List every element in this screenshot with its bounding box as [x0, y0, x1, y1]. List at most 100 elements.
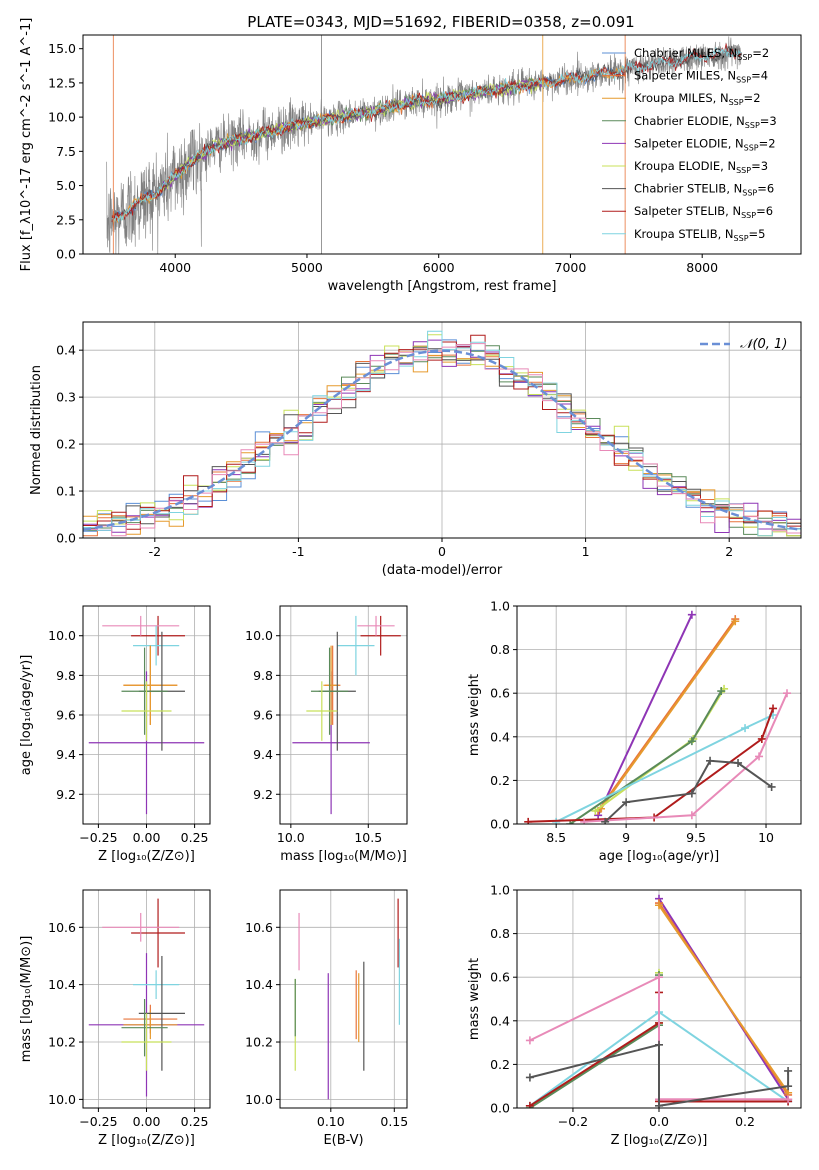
- y-tick-label: 9.4: [56, 747, 76, 762]
- x-axis-label: E(B-V): [323, 1133, 363, 1148]
- legend-entry: Salpeter MILES, NSSP=4: [634, 69, 768, 85]
- x-tick-label: 0.2: [735, 1114, 755, 1129]
- weight-line-7: [529, 975, 789, 1101]
- x-tick-label: -2: [149, 544, 161, 559]
- x-axis-label: Z [log₁₀(Z/Z⊙)]: [98, 1133, 195, 1148]
- y-tick-label: 10.6: [48, 920, 76, 935]
- weight-marker: [525, 1036, 534, 1045]
- axes-frame: [516, 605, 802, 825]
- weight-line-7: [584, 692, 788, 823]
- grid: [280, 606, 407, 824]
- weight-line-2: [658, 904, 789, 1094]
- x-tick-label: −0.25: [79, 1114, 117, 1129]
- x-tick-label: 0.10: [317, 1114, 345, 1129]
- weight-line-0: [597, 614, 693, 816]
- plot-area: [106, 35, 742, 254]
- y-axis-label: mass weight: [467, 674, 482, 756]
- weight-marker: [687, 737, 696, 746]
- weight-line-8: [604, 759, 773, 823]
- y-tick-label: 0.0: [490, 1101, 510, 1116]
- y-tick-label: 9.8: [253, 668, 273, 683]
- y-tick-label: 9.8: [56, 668, 76, 683]
- x-tick-label: 0: [438, 544, 446, 559]
- x-tick-label: 9.5: [686, 830, 706, 845]
- x-tick-label: 0.00: [133, 1114, 161, 1129]
- weight-marker: [655, 1040, 663, 1049]
- chart-weight-vs-Z: −0.2 0.0 0.2 0.0 0.2 0.4 0.6 0.8 1.0 Z [log₁₀(Z/Z…: [467, 883, 802, 1148]
- y-tick-label: 10.0: [48, 1092, 76, 1107]
- chart-mass-vs-Z: −0.25 0.00 0.25 10.0 10.2 10.4 10.6 Z [log₁₀(Z/…: [19, 889, 211, 1148]
- chart-mass-vs-EBV: 0.10 0.15 10.0 10.2 10.4 10.6 E(B-V): [245, 889, 408, 1148]
- weight-marker: [622, 798, 631, 807]
- x-tick-label: 10.0: [277, 830, 305, 845]
- y-tick-label: 0.6: [490, 970, 510, 985]
- axes-frame: [82, 321, 802, 539]
- weight-marker: [784, 1066, 793, 1075]
- x-tick-label: −0.2: [558, 1114, 588, 1129]
- weight-line-6: [529, 992, 789, 1107]
- x-axis-label: mass [log₁₀(M/M⊙)]: [280, 849, 407, 864]
- histogram-8: [83, 330, 801, 537]
- weight-marker: [755, 752, 764, 761]
- weight-marker: [769, 704, 778, 713]
- chart-weight-vs-age: 8.5 9 9.5 10 0.0 0.2 0.4 0.6 0.8 1.0 age [log₁₀(ag…: [467, 599, 802, 864]
- x-tick-label: 9: [622, 830, 630, 845]
- weight-line-6: [528, 708, 774, 823]
- weight-marker: [525, 1101, 534, 1108]
- y-axis-label: Flux [f_λ10^-17 erg cm^-2 s^-1 A^-1]: [19, 18, 34, 272]
- x-tick-label: 5000: [291, 260, 323, 275]
- weight-line-3: [529, 972, 660, 1108]
- x-axis-label: (data-model)/error: [382, 563, 503, 578]
- weight-marker: [784, 1082, 793, 1091]
- x-tick-label: 6000: [423, 260, 455, 275]
- x-axis-label: age [log₁₀(age/yr)]: [599, 849, 720, 864]
- y-tick-label: 9.6: [56, 708, 76, 723]
- x-tick-label: 10.5: [354, 830, 382, 845]
- y-tick-label: 9.6: [253, 708, 273, 723]
- plot-area: [88, 615, 205, 815]
- y-tick-label: 10.0: [245, 1092, 273, 1107]
- axes-frame: [279, 605, 408, 825]
- legend-entry: Kroupa STELIB, NSSP=5: [634, 227, 766, 243]
- x-tick-label: 0.0: [649, 1114, 669, 1129]
- x-tick-label: 2: [725, 544, 733, 559]
- model-salpeter-stelib: [111, 43, 742, 223]
- axes-frame: [279, 889, 408, 1109]
- y-tick-label: 5.0: [56, 178, 76, 193]
- y-tick-label: 0.0: [490, 817, 510, 832]
- chart-age-vs-Z: −0.25 0.00 0.25 9.2 9.4 9.6 9.8 10.0 Z [log₁₀(Z/…: [19, 605, 211, 864]
- plot-area: [294, 898, 400, 1100]
- weight-marker: [655, 973, 663, 982]
- y-tick-label: 10.2: [245, 1035, 273, 1050]
- y-tick-label: 1.0: [490, 599, 510, 614]
- histogram-9: [83, 343, 801, 537]
- observed-spectrum: [106, 36, 742, 254]
- weight-marker: [757, 734, 766, 743]
- axes-frame: [82, 605, 211, 825]
- y-tick-label: 0.6: [490, 686, 510, 701]
- x-tick-label: 0.25: [181, 830, 209, 845]
- x-tick-label: 8.5: [546, 830, 566, 845]
- grid: [517, 605, 801, 825]
- y-tick-label: 0.1: [56, 484, 76, 499]
- y-tick-label: 0.3: [56, 390, 76, 405]
- weight-marker: [706, 756, 715, 765]
- weight-marker: [525, 1073, 534, 1082]
- x-tick-label: 1: [582, 544, 590, 559]
- y-tick-label: 15.0: [48, 41, 76, 56]
- x-tick-label: 0.25: [181, 1114, 209, 1129]
- y-tick-label: 10.4: [245, 977, 273, 992]
- gaussian-curve: [83, 349, 801, 532]
- y-tick-label: 0.0: [56, 531, 76, 546]
- legend-entry: Kroupa ELODIE, NSSP=3: [634, 159, 768, 175]
- y-tick-label: 12.5: [48, 75, 76, 90]
- chart-residuals: -2 -1 0 1 2 0.0 0.1 0.2 0.3 0.4 (data-model)/error…: [29, 321, 802, 578]
- weight-marker: [524, 817, 533, 824]
- weight-marker: [731, 617, 740, 626]
- y-axis-label: mass weight: [467, 958, 482, 1040]
- weight-marker: [655, 1101, 663, 1108]
- legend-entry: Salpeter STELIB, NSSP=6: [634, 204, 773, 220]
- chart-age-vs-mass: 10.0 10.5 9.2 9.4 9.6 9.8 10.0 mass [log₁₀(M/M⊙…: [245, 605, 408, 864]
- model-chabrier-miles: [111, 66, 623, 220]
